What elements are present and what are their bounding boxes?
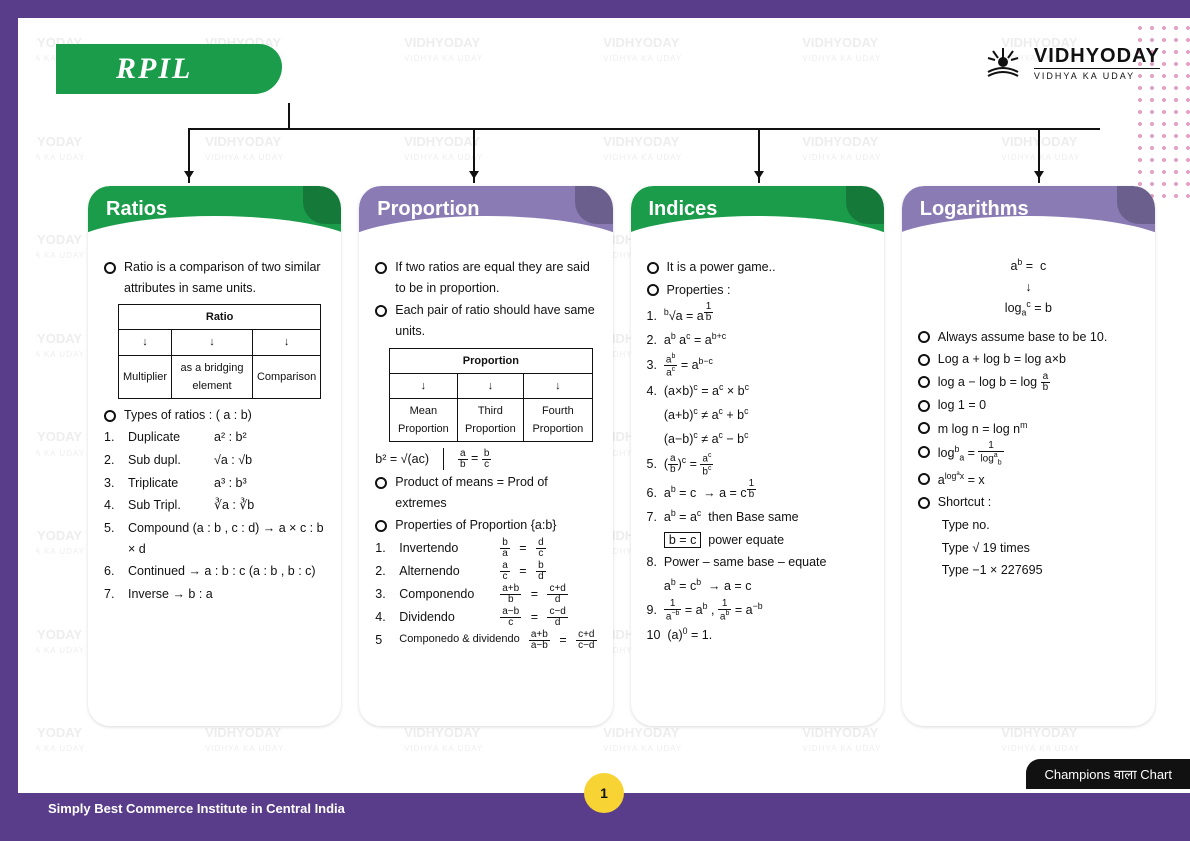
- champions-tag: Champions वाला Chart: [1026, 759, 1190, 789]
- brand-logo: VIDHYODAY VIDHYA KA UDAY: [982, 42, 1160, 84]
- cards-container: Ratios Ratio is a comparison of two simi…: [88, 186, 1155, 726]
- ratio-table: Ratio ↓↓↓ Multiplier as a bridging eleme…: [118, 304, 321, 399]
- card-title: Logarithms: [920, 198, 1029, 220]
- card-title: Proportion: [377, 198, 479, 220]
- text: Ratio is a comparison of two similar att…: [124, 257, 325, 298]
- card-ratios: Ratios Ratio is a comparison of two simi…: [88, 186, 341, 726]
- card-body: Ratio is a comparison of two similar att…: [88, 251, 341, 622]
- tree-drop: [473, 128, 475, 183]
- text: Types of ratios : ( a : b): [124, 405, 252, 426]
- tree-hline: [188, 128, 1100, 130]
- page-frame: VIDHYODAYVIDHYA KA UDAYVIDHYODAYVIDHYA K…: [0, 0, 1190, 841]
- tree-drop: [188, 128, 190, 183]
- brand-tagline: VIDHYA KA UDAY: [1034, 68, 1160, 81]
- card-proportion: Proportion If two ratios are equal they …: [359, 186, 612, 726]
- card-title: Indices: [649, 198, 718, 220]
- card-body: If two ratios are equal they are said to…: [359, 251, 612, 669]
- card-logarithms: Logarithms ab = c ↓ logac = b Always ass…: [902, 186, 1155, 726]
- card-header: Ratios: [88, 186, 341, 251]
- card-header: Indices: [631, 186, 884, 251]
- page-title: RPIL: [56, 44, 282, 94]
- card-indices: Indices It is a power game.. Properties …: [631, 186, 884, 726]
- card-header: Logarithms: [902, 186, 1155, 251]
- card-body: ab = c ↓ logac = b Always assume base to…: [902, 251, 1155, 599]
- tree-drop: [1038, 128, 1040, 183]
- proportion-table: Proportion ↓↓↓ Mean Proportion Third Pro…: [389, 348, 592, 443]
- tree-stem: [288, 103, 290, 128]
- page-number: 1: [584, 773, 624, 813]
- sun-book-icon: [982, 42, 1024, 84]
- tree-drop: [758, 128, 760, 183]
- card-title: Ratios: [106, 198, 167, 220]
- card-body: It is a power game.. Properties : 1. b√a…: [631, 251, 884, 664]
- card-header: Proportion: [359, 186, 612, 251]
- brand-name: VIDHYODAY: [1034, 45, 1160, 68]
